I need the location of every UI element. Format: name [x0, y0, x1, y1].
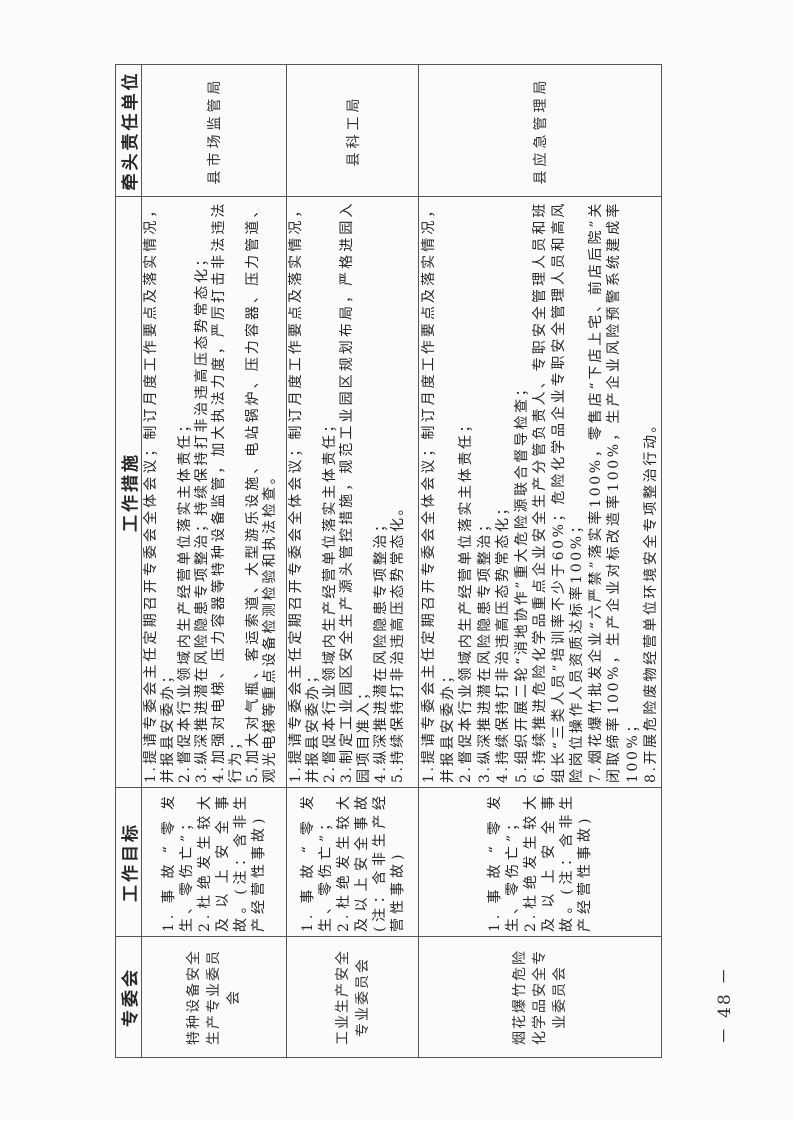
measure-item: 5.持续保持打非治违高压态势常态化。 [390, 498, 406, 783]
lead-unit-cell: 县应急管理局 [418, 64, 662, 197]
measure-item: 5.组织开展二轮“消地协作”重大危险源联合督导检查； [513, 379, 530, 783]
goal-item: 2.杜绝发生较大及以上安全事故(注：含非生产经营性事故) [335, 792, 406, 932]
measure-item: 3.纵深推进潜在风险隐患专项整治；持续保持打非治违高压态势常态化； [194, 249, 210, 783]
goal-item: 2.杜绝发生较大及以上安全事故。(注：含非生产经营性事故) [523, 792, 593, 932]
measure-item: 1.提请专委会主任定期召开专委会全体会议；制订月度工作要点及落实情况，并报县安委… [421, 201, 456, 783]
header-measures: 工作措施 [115, 196, 142, 788]
measure-item: 2.督促本行业领域内生产经营单位落实主体责任； [322, 415, 338, 783]
measure-item: 4.纵深推进潜在风险隐患专项整治； [373, 515, 389, 783]
measure-item: 7.烟花爆竹批发企业“六严禁”落实率100%，零售店“下店上宅、前店后院”关闭取… [587, 201, 641, 783]
goals-cell: 1.事故“零发生、零伤亡”； 2.杜绝发生较大及以上安全事故。(注：含非生产经营… [141, 787, 287, 937]
committee-cell: 工业生产安全专业委员会 [286, 936, 419, 1058]
goals-cell: 1.事故“零发生、零伤亡”； 2.杜绝发生较大及以上安全事故。(注：含非生产经营… [418, 787, 662, 937]
measure-item: 5.加大对气瓶、客运索道、大型游乐设施、电站锅炉、压力容器、压力管道、观光电梯等… [245, 201, 278, 783]
goal-item: 2.杜绝发生较大及以上安全事故。(注：含非生产经营性事故) [197, 792, 267, 932]
goal-item: 1.事故“零发生、零伤亡”； [487, 792, 521, 932]
table-row: 烟花爆竹危险化学品安全专业委员会 1.事故“零发生、零伤亡”； 2.杜绝发生较大… [418, 64, 662, 1058]
measure-item: 8.开展危险废物经营单位环境安全专项整治行动。 [643, 415, 659, 783]
measures-cell: 1.提请专委会主任定期召开专委会全体会议；制订月度工作要点及落实情况，并报县安委… [286, 196, 419, 788]
page-number: － 48 － [715, 965, 735, 1045]
goal-item: 1.事故“零发生、零伤亡”； [299, 792, 334, 932]
table-header-row: 专委会 工作目标 工作措施 牵头责任单位 [115, 64, 142, 1058]
measure-item: 2.督促本行业领域内生产经营单位落实主体责任； [177, 415, 193, 783]
lead-unit-cell: 县市场监管局 [141, 64, 287, 197]
committee-cell: 烟花爆竹危险化学品安全专业委员会 [418, 936, 662, 1058]
lead-unit-cell: 县科工局 [286, 64, 419, 197]
measure-item: 1.提请专委会主任定期召开专委会全体会议；制订月度工作要点及落实情况，并报县安委… [143, 201, 176, 783]
measure-item: 6.持续推进危险化学品重点企业安全生产分管负责人、专职安全管理人员和班组长“三类… [532, 201, 585, 783]
header-lead-unit: 牵头责任单位 [115, 64, 142, 197]
measures-cell: 1.提请专委会主任定期召开专委会全体会议；制订月度工作要点及落实情况，并报县安委… [418, 196, 662, 788]
measure-item: 4.加强对电梯、压力容器等特种设备监管，加大执法力度，严厉打击非法违法行为； [211, 201, 244, 783]
goal-item: 1.事故“零发生、零伤亡”； [161, 792, 195, 932]
header-goals: 工作目标 [115, 787, 142, 937]
measure-item: 2.督促本行业领域内生产经营单位落实主体责任； [458, 415, 474, 783]
table-row: 工业生产安全专业委员会 1.事故“零发生、零伤亡”； 2.杜绝发生较大及以上安全… [286, 64, 419, 1058]
goals-cell: 1.事故“零发生、零伤亡”； 2.杜绝发生较大及以上安全事故(注：含非生产经营性… [286, 787, 419, 937]
committee-work-table: 专委会 工作目标 工作措施 牵头责任单位 特种设备安全生产专业委员会 1.事故“… [115, 64, 662, 1058]
table-row: 特种设备安全生产专业委员会 1.事故“零发生、零伤亡”； 2.杜绝发生较大及以上… [141, 64, 287, 1058]
measures-cell: 1.提请专委会主任定期召开专委会全体会议；制订月度工作要点及落实情况，并报县安委… [141, 196, 287, 788]
measure-item: 4.持续保持打非治违高压态势常态化； [495, 498, 511, 783]
measure-item: 3.纵深推进潜在风险隐患专项整治； [476, 515, 493, 783]
header-committee: 专委会 [115, 936, 142, 1058]
committee-cell: 特种设备安全生产专业委员会 [141, 936, 287, 1058]
measure-item: 3.制定工业园区安全生产源头管控措施，规范工业园区规划布局，严格进园入园项目准入… [339, 201, 372, 783]
measure-item: 1.提请专委会主任定期召开专委会全体会议；制订月度工作要点及落实情况，并报县安委… [288, 201, 321, 783]
